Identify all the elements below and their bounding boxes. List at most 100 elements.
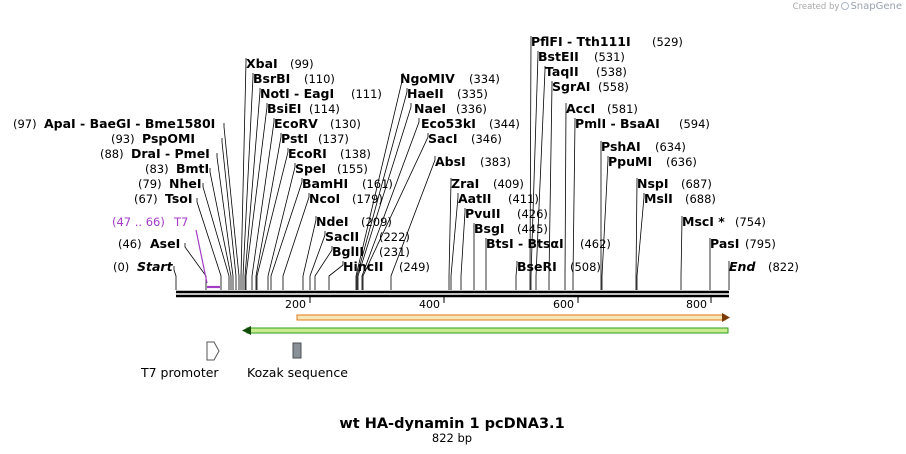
cut-site-leader <box>184 243 207 290</box>
enzyme-asei[interactable]: AseI <box>150 236 180 251</box>
enzyme-pos-drai: (88) <box>100 147 124 161</box>
cut-site-leader <box>251 118 275 290</box>
kozak-sequence-label: Kozak sequence <box>247 365 348 380</box>
enzyme-bsiei[interactable]: BsiEI <box>267 101 301 116</box>
enzyme-pshai[interactable]: PshAI <box>601 139 641 154</box>
enzyme-ncoi[interactable]: NcoI <box>309 191 340 206</box>
enzyme-pos-zrai: (409) <box>493 177 524 191</box>
enzyme-ecorv[interactable]: EcoRV <box>274 116 318 131</box>
enzyme-eco53ki[interactable]: Eco53kI <box>421 116 476 131</box>
enzyme-bsteii[interactable]: BstEII <box>538 49 579 64</box>
cut-site-leader <box>202 183 230 290</box>
snapgene-logo-icon <box>841 2 850 10</box>
cut-site-leader <box>390 156 436 290</box>
enzyme-pos-acci: (581) <box>607 102 638 116</box>
enzyme-apai-baegi-bme1580i[interactable]: ApaI - BaeGI - Bme1580I <box>44 116 215 131</box>
enzyme-pmli-bsaai[interactable]: PmlI - BsaAI <box>575 116 660 131</box>
enzyme-pvuii[interactable]: PvuII <box>465 206 501 221</box>
enzyme-spei[interactable]: SpeI <box>295 161 326 176</box>
cut-site-leader <box>356 88 408 290</box>
enzyme-sgrai[interactable]: SgrAI <box>552 79 590 94</box>
enzyme-haeii[interactable]: HaeII <box>407 86 444 101</box>
enzyme-tsoi[interactable]: TsoI <box>165 191 193 206</box>
enzyme-btsi-btsai[interactable]: BtsI - BtsαI <box>486 236 564 251</box>
enzyme-aatii[interactable]: AatII <box>458 191 491 206</box>
enzyme-pos-hincii: (249) <box>399 260 430 274</box>
enzyme-pos-asei: (46) <box>118 237 142 251</box>
enzyme-pos-sgrai: (558) <box>598 80 629 94</box>
enzyme-pos-absi: (383) <box>480 155 511 169</box>
cut-site-leader <box>240 58 247 290</box>
enzyme-sacii[interactable]: SacII <box>325 229 359 244</box>
enzyme-pflfi-tth111i[interactable]: PflFI - Tth111I <box>531 34 631 49</box>
credit-prefix: Created by <box>792 2 840 12</box>
t7-promoter-icon[interactable] <box>206 341 220 361</box>
enzyme-noti-eagi[interactable]: NotI - EagI <box>260 86 334 101</box>
cut-site-leader <box>242 73 254 290</box>
credit-brand: SnapGene <box>850 1 902 12</box>
orange-feature-bar[interactable] <box>296 314 726 321</box>
enzyme-pos-pmli: (594) <box>679 117 710 131</box>
enzyme-bglii[interactable]: BglII <box>332 244 364 259</box>
ruler-label-800: 800 <box>686 298 707 311</box>
cut-site-leader <box>173 266 177 290</box>
enzyme-xbai[interactable]: XbaI <box>246 56 278 71</box>
enzyme-pos-eco53ki: (344) <box>489 117 520 131</box>
enzyme-ngomiv[interactable]: NgoMIV <box>400 71 455 86</box>
enzyme-taqii[interactable]: TaqII <box>545 64 579 79</box>
cut-site-leader <box>572 118 576 290</box>
enzyme-pos-bsteii: (531) <box>594 50 625 64</box>
enzyme-pos-spei: (155) <box>337 162 368 176</box>
cut-site-leader <box>357 103 412 290</box>
enzyme-bmti[interactable]: BmtI <box>176 161 209 176</box>
cut-site-leader <box>328 261 344 290</box>
t7-site-label[interactable]: T7 <box>173 215 188 229</box>
enzyme-naei[interactable]: NaeI <box>414 101 446 116</box>
green-feature-bar[interactable] <box>246 327 729 334</box>
cut-site-leader <box>564 103 567 290</box>
enzyme-bamhi[interactable]: BamHI <box>302 176 348 191</box>
cut-site-leader <box>267 163 296 290</box>
enzyme-zrai[interactable]: ZraI <box>451 176 479 191</box>
cut-site-leader <box>530 51 539 290</box>
enzyme-pos-ecori: (138) <box>340 147 371 161</box>
enzyme-pasi[interactable]: PasI <box>710 236 739 251</box>
enzyme-saci[interactable]: SacI <box>428 131 458 146</box>
enzyme-msci[interactable]: MscI * <box>682 214 725 229</box>
enzyme-hincii[interactable]: HincII <box>343 259 383 274</box>
cut-site-leader <box>270 178 303 290</box>
enzyme-bsrbi[interactable]: BsrBI <box>253 71 290 86</box>
cut-site-leader <box>309 231 326 290</box>
enzyme-pos-pflfi: (529) <box>652 35 683 49</box>
enzyme-ndei[interactable]: NdeI <box>316 214 349 229</box>
ruler-label-200: 200 <box>285 298 306 311</box>
enzyme-acci[interactable]: AccI <box>566 101 595 116</box>
cut-site-leader <box>361 118 420 290</box>
enzyme-pos-bsrbi: (110) <box>304 72 335 86</box>
enzyme-nspi[interactable]: NspI <box>637 176 669 191</box>
enzyme-pos-xbai: (99) <box>290 57 314 71</box>
enzyme-pspomi[interactable]: PspOMI <box>142 131 195 146</box>
plasmid-length: 822 bp <box>432 431 472 445</box>
enzyme-drai-pmei[interactable]: DraI - PmeI <box>131 146 210 161</box>
enzyme-msli[interactable]: MslI <box>644 191 673 206</box>
green-feature-arrowhead <box>242 326 251 335</box>
enzyme-ecori[interactable]: EcoRI <box>288 146 327 161</box>
enzyme-pos-apai: (97) <box>13 117 37 131</box>
enzyme-pos-noti: (111) <box>351 87 382 101</box>
cut-site-leader <box>635 178 638 290</box>
cut-site-leader <box>680 216 683 290</box>
enzyme-absi[interactable]: AbsI <box>435 154 466 169</box>
cut-site-leader <box>221 138 237 290</box>
enzyme-ppumi[interactable]: PpuMI <box>608 154 652 169</box>
cut-site-leader <box>302 216 317 290</box>
kozak-sequence-icon[interactable] <box>292 342 302 359</box>
enzyme-bseri[interactable]: BseRI <box>517 259 557 274</box>
enzyme-pos-taqii: (538) <box>596 65 627 79</box>
enzyme-bsgi[interactable]: BsgI <box>474 221 505 236</box>
plasmid-title: wt HA-dynamin 1 pcDNA3.1 <box>339 416 564 432</box>
enzyme-psti[interactable]: PstI <box>281 131 308 146</box>
enzyme-nhei[interactable]: NheI <box>169 176 202 191</box>
cut-site-leader <box>355 73 404 290</box>
